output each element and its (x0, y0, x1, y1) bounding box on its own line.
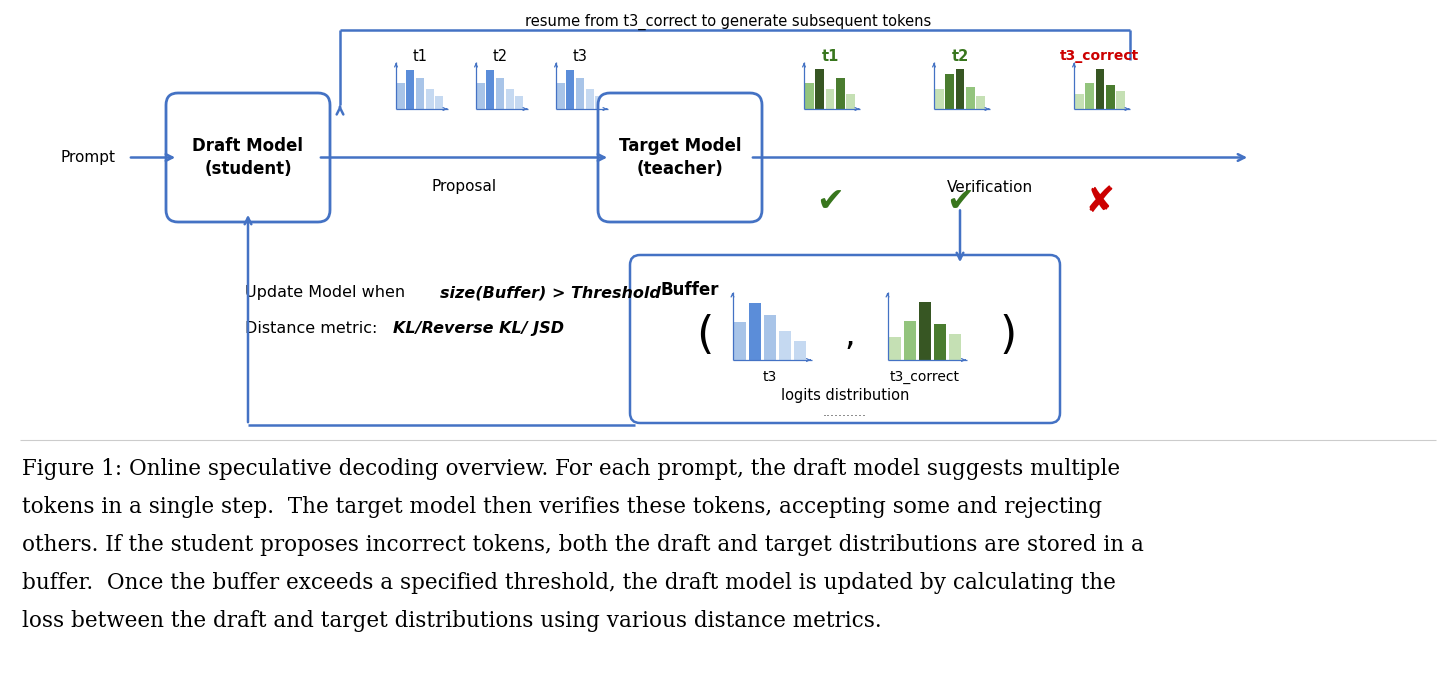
Bar (933, 324, 946, 360)
Text: Figure 1: Online speculative decoding overview. For each prompt, the draft model: Figure 1: Online speculative decoding ov… (22, 458, 1120, 480)
Text: ,: , (844, 319, 855, 352)
Text: ✘: ✘ (1085, 186, 1115, 219)
Text: ): ) (999, 314, 1016, 357)
Bar (836, 78, 844, 109)
Bar (805, 83, 814, 109)
Bar (435, 96, 443, 109)
Bar (826, 90, 834, 109)
Text: Verification: Verification (946, 180, 1034, 194)
Text: t1: t1 (412, 49, 428, 64)
Text: Draft Model
(student): Draft Model (student) (192, 137, 303, 178)
Bar (397, 83, 405, 109)
Bar (486, 70, 495, 109)
Bar (566, 70, 575, 109)
Text: t2: t2 (951, 49, 968, 64)
FancyBboxPatch shape (598, 93, 761, 222)
Bar (955, 69, 964, 109)
Text: ✔: ✔ (946, 186, 974, 219)
Text: tokens in a single step.  The target model then verifies these tokens, accepting: tokens in a single step. The target mode… (22, 496, 1102, 518)
Bar (1107, 85, 1115, 109)
Bar (515, 96, 523, 109)
Bar (1095, 69, 1104, 109)
Bar (1117, 92, 1125, 109)
Bar (1075, 94, 1083, 109)
Text: t3_correct: t3_correct (1060, 49, 1140, 63)
Text: Update Model when: Update Model when (245, 285, 411, 300)
Text: Target Model
(teacher): Target Model (teacher) (619, 137, 741, 178)
Text: resume from t3_correct to generate subsequent tokens: resume from t3_correct to generate subse… (524, 14, 932, 30)
Text: KL/Reverse KL/ JSD: KL/Reverse KL/ JSD (393, 321, 563, 336)
Text: ✔: ✔ (815, 186, 844, 219)
Bar (748, 303, 761, 360)
Bar (496, 78, 504, 109)
Bar (779, 330, 791, 360)
Bar (406, 70, 415, 109)
Text: buffer.  Once the buffer exceeds a specified threshold, the draft model is updat: buffer. Once the buffer exceeds a specif… (22, 572, 1115, 594)
Bar (764, 314, 776, 360)
Text: loss between the draft and target distributions using various distance metrics.: loss between the draft and target distri… (22, 610, 882, 632)
Bar (585, 90, 594, 109)
Bar (965, 87, 974, 109)
Bar (919, 302, 932, 360)
Text: Proposal: Proposal (431, 180, 496, 194)
Text: t1: t1 (821, 49, 839, 64)
Bar (425, 90, 434, 109)
Bar (846, 94, 855, 109)
Text: t3: t3 (763, 370, 778, 384)
Bar (945, 74, 954, 109)
Bar (476, 83, 485, 109)
Bar (794, 341, 807, 360)
Text: others. If the student proposes incorrect tokens, both the draft and target dist: others. If the student proposes incorrec… (22, 534, 1144, 556)
Bar (596, 96, 603, 109)
Bar (505, 90, 514, 109)
Bar (1085, 83, 1093, 109)
Bar (734, 322, 747, 360)
FancyBboxPatch shape (166, 93, 331, 222)
Bar (904, 321, 916, 360)
Bar (815, 69, 824, 109)
Text: logits distribution: logits distribution (780, 388, 909, 403)
Bar (888, 337, 901, 360)
Bar (416, 78, 424, 109)
Bar (577, 78, 584, 109)
Text: t2: t2 (492, 49, 508, 64)
FancyBboxPatch shape (630, 255, 1060, 423)
Text: Buffer: Buffer (660, 281, 718, 299)
Bar (977, 96, 986, 109)
Text: t3_correct: t3_correct (890, 370, 960, 384)
Text: Prompt: Prompt (61, 150, 115, 165)
Text: size(Buffer) > Threshold: size(Buffer) > Threshold (440, 285, 661, 300)
Text: (: ( (696, 314, 713, 357)
Text: Distance metric:: Distance metric: (245, 321, 383, 336)
Text: t3: t3 (572, 49, 587, 64)
Bar (949, 334, 961, 360)
Text: ...........: ........... (823, 406, 866, 419)
Bar (935, 90, 943, 109)
Bar (556, 83, 565, 109)
